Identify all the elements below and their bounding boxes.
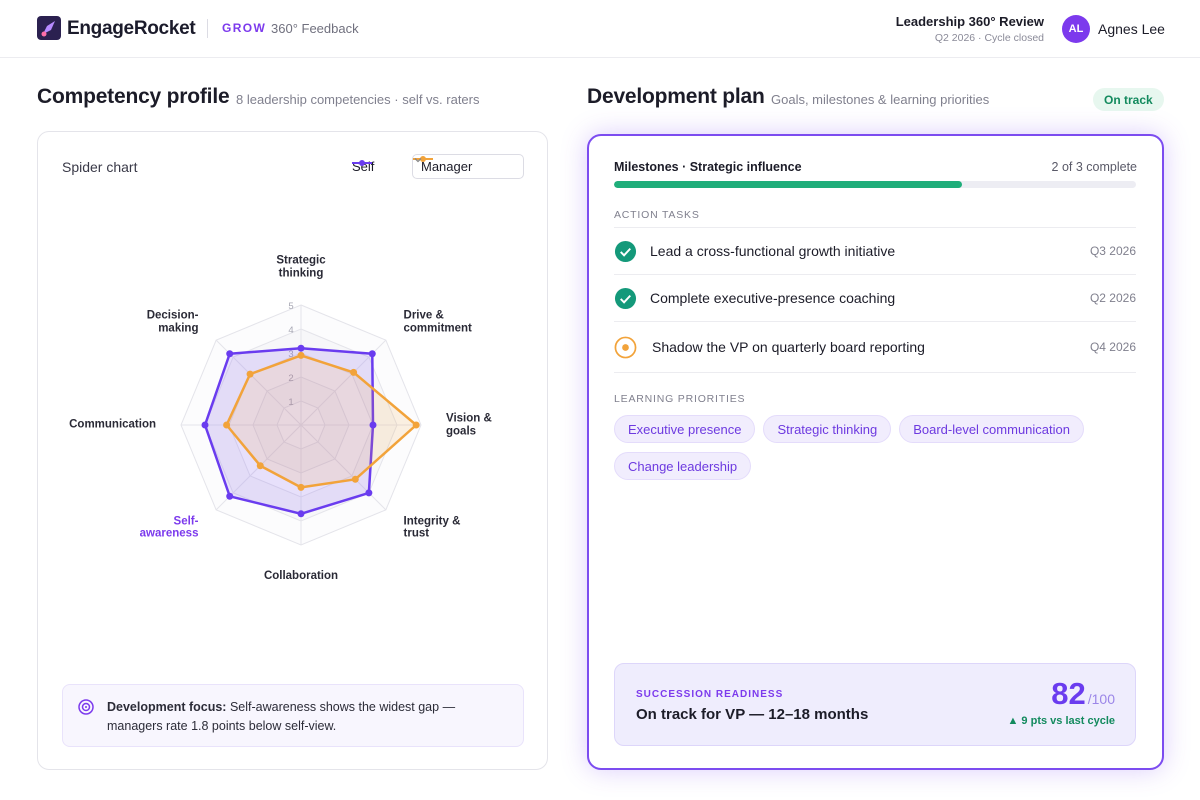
axis-label: Strategic thinking [276,254,326,280]
section-subtitle: 8 leadership competencies · self vs. rat… [236,92,480,107]
data-point [226,350,234,358]
focus-text: Self-awareness shows the widest gap — ma… [107,700,456,733]
review-title: Leadership 360° Review [895,14,1044,29]
data-point [201,421,209,429]
priority-chip[interactable]: Strategic thinking [763,415,892,443]
task-label: Lead a cross-functional growth initiativ… [650,243,896,259]
data-point [368,350,376,358]
product: GROW [222,21,267,35]
focus-callout: Development focus: Self-awareness shows … [62,684,524,747]
priority-chip[interactable]: Board-level communication [899,415,1084,443]
check [620,294,631,304]
data-point [226,492,234,500]
series-dropdown[interactable]: Manager [412,154,524,179]
r-tick-label: 4 [288,325,293,336]
r-tick-label: 5 [288,301,293,312]
axis-label: Decision-making [146,309,199,335]
progress-track [614,181,1136,188]
chart-card: 5 4 3 2 1 Spider chart Self Manager Developm… [37,131,548,770]
review-info: Leadership 360° Review Q2 2026 · Cycle c… [896,14,1044,44]
r-tick-label: 1 [288,397,293,408]
review-status: Q2 2026 · Cycle closed [934,32,1044,44]
priority-chip[interactable]: Change leadership [614,452,752,480]
check [620,247,631,257]
task-list: Lead a cross-functional growth initiativ… [614,227,1136,373]
r-tick-label: 3 [288,349,293,360]
data-point [246,370,254,378]
axis-label: Drive & commitment [403,309,472,335]
data-point [351,475,359,483]
done-circle [614,287,637,309]
score-value: 82 [1051,676,1086,711]
milestone-progress: 2 of 3 complete [1051,160,1137,174]
legend-item[interactable]: Self [352,159,374,174]
section-heading: LEARNING PRIORITIES [614,393,746,405]
chart-title: Spider chart [62,159,138,175]
chevron [414,158,422,163]
priority-chip[interactable]: Executive presence [614,415,756,443]
axis-label: Collaboration [263,570,339,582]
data-point [350,368,358,376]
status-icon [614,240,637,262]
data-point [297,510,305,518]
data-point [412,421,420,429]
avatar[interactable]: AL [1062,15,1090,43]
task-label: Complete executive-presence coaching [650,290,896,306]
section-title: Competency profile [37,85,230,108]
top-bar: EngageRocket GROW 360° Feedback Leadersh… [0,0,1200,58]
axis-label: Self-awareness [139,514,199,540]
plan-card: Milestones · Strategic influence 2 of 3 … [587,134,1164,770]
data-point [369,421,377,429]
axis-label: Integrity & trust [403,514,461,540]
legend-label: Manager [421,159,473,174]
data-point [256,462,264,470]
status-icon [614,336,637,358]
task-row[interactable]: Shadow the VP on quarterly board reporti… [614,322,1136,373]
task-due: Q2 2026 [1089,291,1136,305]
axis-label: Vision & goals [446,412,492,437]
task-due: Q3 2026 [1089,244,1136,258]
pending-dot [622,343,629,351]
priority-list: Executive presence Strategic thinking Boar… [614,415,1136,480]
axis-label: Communication [69,418,156,431]
milestone-title: Milestones · Strategic influence [614,160,802,174]
task-due: Q4 2026 [1089,340,1136,354]
data-point [297,483,305,491]
legend-swatch [352,160,372,166]
score-delta: ▲ 9 pts vs last cycle [1007,715,1115,727]
task-row[interactable]: Lead a cross-functional growth initiativ… [614,228,1136,275]
status-pill: On track [1093,88,1164,111]
target-icon [78,699,94,715]
readiness-panel: SUCCESSION READINESS On track for VP — 1… [614,663,1136,746]
progress-fill [614,181,962,188]
task-label: Shadow the VP on quarterly board reporti… [652,339,925,355]
readiness-headline: On track for VP — 12–18 months [636,706,869,723]
data-point [223,421,231,429]
readiness-score: 82 /100 [1051,676,1115,712]
data-point [297,351,305,359]
score-max: /100 [1087,691,1115,707]
section-subtitle: Goals, milestones & learning priorities [771,92,990,107]
r-tick-label: 2 [288,373,293,384]
spoke [300,424,387,511]
logo[interactable] [37,16,61,40]
brand[interactable]: EngageRocket [67,18,196,39]
module: 360° Feedback [271,21,359,36]
focus-label: Development focus: [107,700,227,714]
task-row[interactable]: Complete executive-presence coaching Q2 2… [614,275,1136,322]
readiness-label: SUCCESSION READINESS [636,689,784,700]
done-circle [614,240,637,262]
status-icon [614,287,637,309]
section-heading: ACTION TASKS [614,209,700,221]
user-name[interactable]: Agnes Lee [1098,21,1165,37]
section-title: Development plan [587,85,765,108]
radar-chart: 5 4 3 2 1 [180,301,422,546]
data-point [297,344,305,352]
divider [207,19,208,38]
data-point [365,489,373,497]
